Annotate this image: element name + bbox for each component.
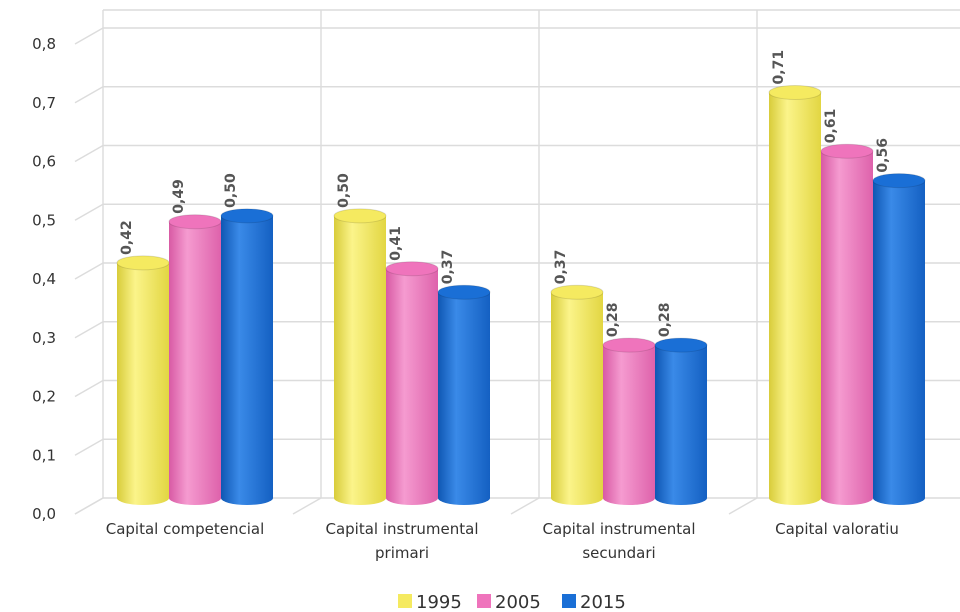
bar-top — [602, 337, 656, 353]
bar-top — [333, 208, 387, 224]
bar — [437, 284, 491, 505]
gridline-depth — [74, 144, 104, 163]
gridline-depth — [74, 321, 104, 339]
y-tick-label: 0,4 — [32, 270, 56, 288]
data-label: 0,28 — [657, 303, 673, 338]
bar-body — [117, 262, 169, 505]
bar — [872, 173, 926, 505]
data-label: 0,56 — [875, 138, 891, 173]
bar — [168, 214, 222, 505]
bar — [333, 208, 387, 505]
bar-top — [768, 84, 822, 100]
gridline-depth — [74, 438, 104, 456]
y-tick-label: 0,0 — [32, 505, 56, 523]
bar — [116, 255, 170, 505]
y-axis-ticks: 0,0 0,1 0,2 0,3 0,4 0,5 0,6 0,7 0,8 — [32, 35, 56, 523]
category-labels: Capital competencial Capital instrumental… — [106, 520, 899, 562]
y-tick-label: 0,6 — [32, 153, 56, 171]
legend-label: 2005 — [495, 592, 541, 612]
bar-body — [873, 180, 925, 505]
y-tick-label: 0,1 — [32, 446, 56, 464]
bar — [550, 284, 604, 505]
bar — [654, 337, 708, 505]
data-label: 0,50 — [336, 173, 352, 208]
bar — [820, 143, 874, 505]
y-tick-label: 0,8 — [32, 35, 56, 53]
bar-body — [334, 215, 386, 505]
bar — [220, 208, 274, 505]
y-tick-label: 0,3 — [32, 329, 56, 347]
bar-top — [385, 261, 439, 277]
data-label: 0,28 — [605, 303, 621, 338]
category-label: Capital competencial — [106, 520, 265, 538]
legend-item: 2005 — [477, 592, 541, 612]
data-label: 0,37 — [553, 250, 569, 285]
data-label: 0,41 — [388, 226, 404, 261]
bar-top — [654, 337, 708, 353]
bar-body — [438, 292, 490, 505]
category-label: Capital instrumental secundari — [543, 520, 696, 562]
y-tick-label: 0,7 — [32, 94, 56, 112]
legend-swatch — [562, 594, 576, 608]
category-label: Capital instrumental primari — [326, 520, 479, 562]
bar — [768, 84, 822, 505]
bar — [602, 337, 656, 505]
data-label: 0,61 — [823, 109, 839, 144]
floor-divider — [74, 497, 104, 515]
bar-body — [769, 92, 821, 505]
category-label: Capital valoratiu — [775, 520, 899, 538]
y-tick-label: 0,2 — [32, 388, 56, 406]
data-label: 0,42 — [119, 220, 135, 255]
floor-divider — [292, 497, 322, 515]
bar-top — [168, 214, 222, 230]
gridline-depth — [74, 262, 104, 280]
gridline-depth — [74, 379, 104, 398]
data-label: 0,71 — [771, 50, 787, 85]
bar-body — [221, 215, 273, 505]
bar-body — [169, 221, 221, 505]
data-label: 0,37 — [440, 250, 456, 285]
gridline-depth — [74, 203, 104, 221]
bar-body — [386, 268, 438, 505]
legend-item: 1995 — [398, 592, 462, 612]
gridline-depth — [74, 27, 104, 45]
bar-top — [116, 255, 170, 271]
bar-body — [603, 345, 655, 505]
y-tick-label: 0,5 — [32, 211, 56, 229]
bar-body — [655, 345, 707, 505]
legend: 1995 2005 2015 — [398, 592, 626, 612]
data-label: 0,50 — [223, 173, 239, 208]
bar-body — [821, 151, 873, 505]
legend-item: 2015 — [562, 592, 626, 612]
bar-body — [551, 292, 603, 505]
legend-label: 2015 — [580, 592, 626, 612]
floor-divider — [728, 497, 758, 515]
data-label: 0,49 — [171, 179, 187, 214]
legend-swatch — [398, 594, 412, 608]
legend-swatch — [477, 594, 491, 608]
bar — [385, 261, 439, 505]
bar-top — [437, 284, 491, 300]
bar-top — [220, 208, 274, 224]
bar-top — [872, 173, 926, 189]
gridline-depth — [74, 86, 104, 104]
data-labels: 0,42 0,50 0,37 0,71 0,49 0,41 0,28 0,61 0,50 0,37… — [119, 50, 891, 337]
floor-divider — [510, 497, 540, 515]
bar-top — [550, 284, 604, 300]
legend-label: 1995 — [416, 592, 462, 612]
bar-top — [820, 143, 874, 159]
bars — [116, 84, 926, 505]
